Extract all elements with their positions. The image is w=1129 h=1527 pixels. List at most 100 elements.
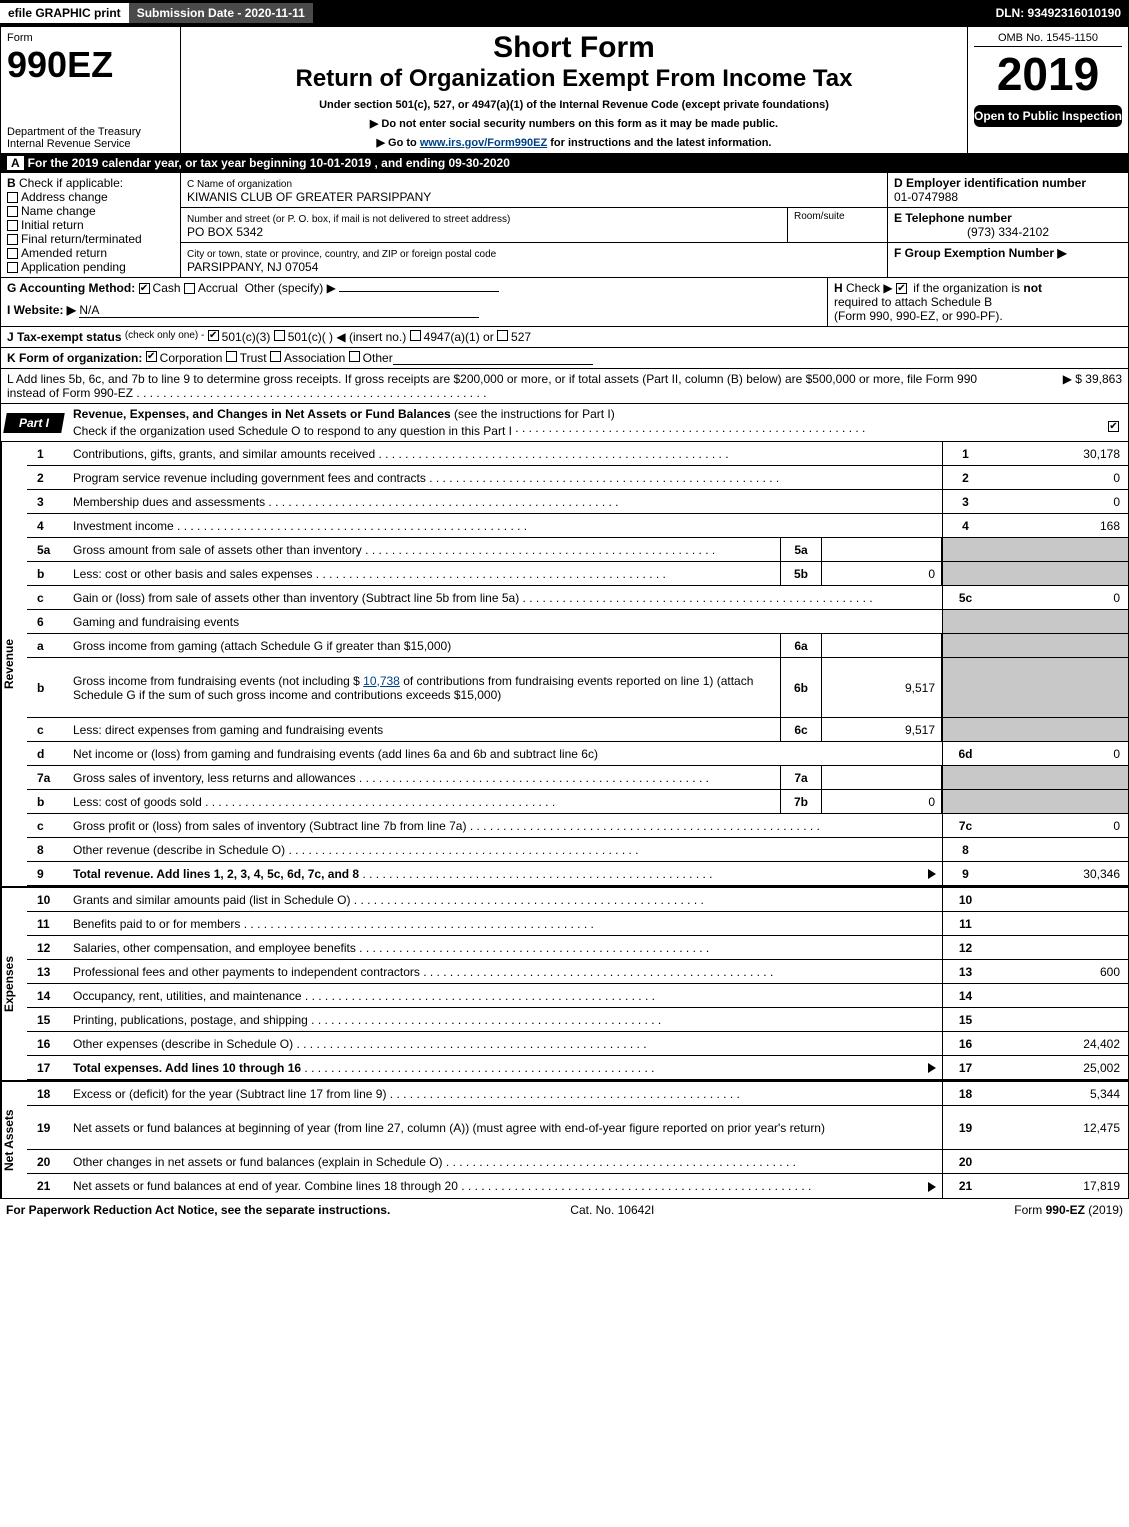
opt-initial-return: Initial return [21,218,84,232]
ck-application-pending[interactable] [7,262,18,273]
h-text3: required to attach Schedule B [834,295,992,309]
l6-grey [942,610,988,633]
l4-amt: 168 [988,514,1128,537]
l1-amt: 30,178 [988,442,1128,465]
goto-link[interactable]: www.irs.gov/Form990EZ [420,137,547,149]
h-not: not [1023,281,1042,295]
part1-header: Part I Revenue, Expenses, and Changes in… [1,404,1128,442]
efile-print[interactable]: efile GRAPHIC print [0,3,129,23]
section-b: B Check if applicable: Address change Na… [1,173,181,277]
l7a-agrey [988,766,1128,789]
bcd-row: B Check if applicable: Address change Na… [1,173,1128,278]
ck-cash[interactable] [139,283,150,294]
ck-association[interactable] [270,351,281,362]
l7a-sa [822,766,942,789]
l11-num: 11 [27,917,73,931]
l6a-sn: 6a [780,634,822,657]
tri-icon [928,1063,936,1073]
other-specify-input[interactable] [339,291,499,292]
l5a-agrey [988,538,1128,561]
opt-application-pending: Application pending [21,260,126,274]
l5a-grey [942,538,988,561]
l7b-grey [942,790,988,813]
l5c-amt: 0 [988,586,1128,609]
l6d-text: Net income or (loss) from gaming and fun… [73,747,942,761]
l1-text: Contributions, gifts, grants, and simila… [73,447,942,461]
form-container: Form 990EZ Department of the Treasury In… [0,26,1129,1199]
ck-corporation[interactable] [146,351,157,362]
l11-rnum: 11 [942,912,988,935]
l4-rnum: 4 [942,514,988,537]
ck-address-change[interactable] [7,192,18,203]
goto-line: ▶ Go to www.irs.gov/Form990EZ for instru… [189,136,959,149]
l6b-sn: 6b [780,658,822,717]
h-text4: (Form 990, 990-EZ, or 990-PF). [834,309,1003,323]
opt-name-change: Name change [21,204,96,218]
submission-date: Submission Date - 2020-11-11 [129,3,313,23]
l18-rnum: 18 [942,1082,988,1105]
l9-rnum: 9 [942,862,988,885]
ck-501c3[interactable] [208,330,219,341]
l6b-grey [942,658,988,717]
l9-text: Total revenue. Add lines 1, 2, 3, 4, 5c,… [73,867,922,881]
l16-num: 16 [27,1037,73,1051]
ck-trust[interactable] [226,351,237,362]
l4-text: Investment income [73,519,942,533]
l17-text: Total expenses. Add lines 10 through 16 [73,1061,922,1075]
tri-icon [928,869,936,879]
ck-name-change[interactable] [7,206,18,217]
room-suite: Room/suite [787,208,887,242]
h-text1: Check ▶ [846,281,893,295]
l6c-text: Less: direct expenses from gaming and fu… [73,723,780,737]
line-a: A For the 2019 calendar year, or tax yea… [1,154,1128,173]
l5a-text: Gross amount from sale of assets other t… [73,543,780,557]
l13-rnum: 13 [942,960,988,983]
l5b-agrey [988,562,1128,585]
ck-501c[interactable] [274,330,285,341]
l10-num: 10 [27,893,73,907]
part1-checkline: Check if the organization used Schedule … [73,424,512,438]
l5b-text: Less: cost or other basis and sales expe… [73,567,780,581]
section-k: K Form of organization: Corporation Trus… [1,348,1128,369]
l15-amt [988,1008,1128,1031]
ck-final-return[interactable] [7,234,18,245]
l6c-sa: 9,517 [822,718,942,741]
ck-h[interactable] [896,283,907,294]
ssn-warning: ▶ Do not enter social security numbers o… [189,117,959,130]
ck-schedule-o[interactable] [1108,421,1119,432]
l7b-agrey [988,790,1128,813]
l12-text: Salaries, other compensation, and employ… [73,941,942,955]
l5b-sa: 0 [822,562,942,585]
l5b-num: b [27,567,73,581]
b-header: Check if applicable: [19,176,123,190]
l6b-link[interactable]: 10,738 [363,674,400,688]
opt-501c3: 501(c)(3) [222,330,271,344]
part1-title: Revenue, Expenses, and Changes in Net As… [73,407,451,421]
c-label: C Name of organization [187,179,292,190]
other-org-input[interactable] [393,351,593,365]
main-title: Return of Organization Exempt From Incom… [189,65,959,93]
l18-text: Excess or (deficit) for the year (Subtra… [73,1087,942,1101]
l6b-text: Gross income from fundraising events (no… [73,674,780,702]
section-g: G Accounting Method: Cash Accrual Other … [1,278,828,326]
l8-amt [988,838,1128,861]
l2-text: Program service revenue including govern… [73,471,942,485]
l6b-num: b [27,681,73,695]
part1-box: Part I [3,413,65,433]
header-left: Form 990EZ Department of the Treasury In… [1,27,181,153]
ck-4947[interactable] [410,330,421,341]
l6a-sa [822,634,942,657]
ck-initial-return[interactable] [7,220,18,231]
open-public: Open to Public Inspection [974,105,1122,127]
opt-trust: Trust [240,351,267,365]
l16-rnum: 16 [942,1032,988,1055]
l13-num: 13 [27,965,73,979]
l6a-num: a [27,639,73,653]
ck-527[interactable] [497,330,508,341]
l15-num: 15 [27,1013,73,1027]
l12-amt [988,936,1128,959]
l7b-sa: 0 [822,790,942,813]
ck-amended-return[interactable] [7,248,18,259]
ck-accrual[interactable] [184,283,195,294]
ck-other-org[interactable] [349,351,360,362]
